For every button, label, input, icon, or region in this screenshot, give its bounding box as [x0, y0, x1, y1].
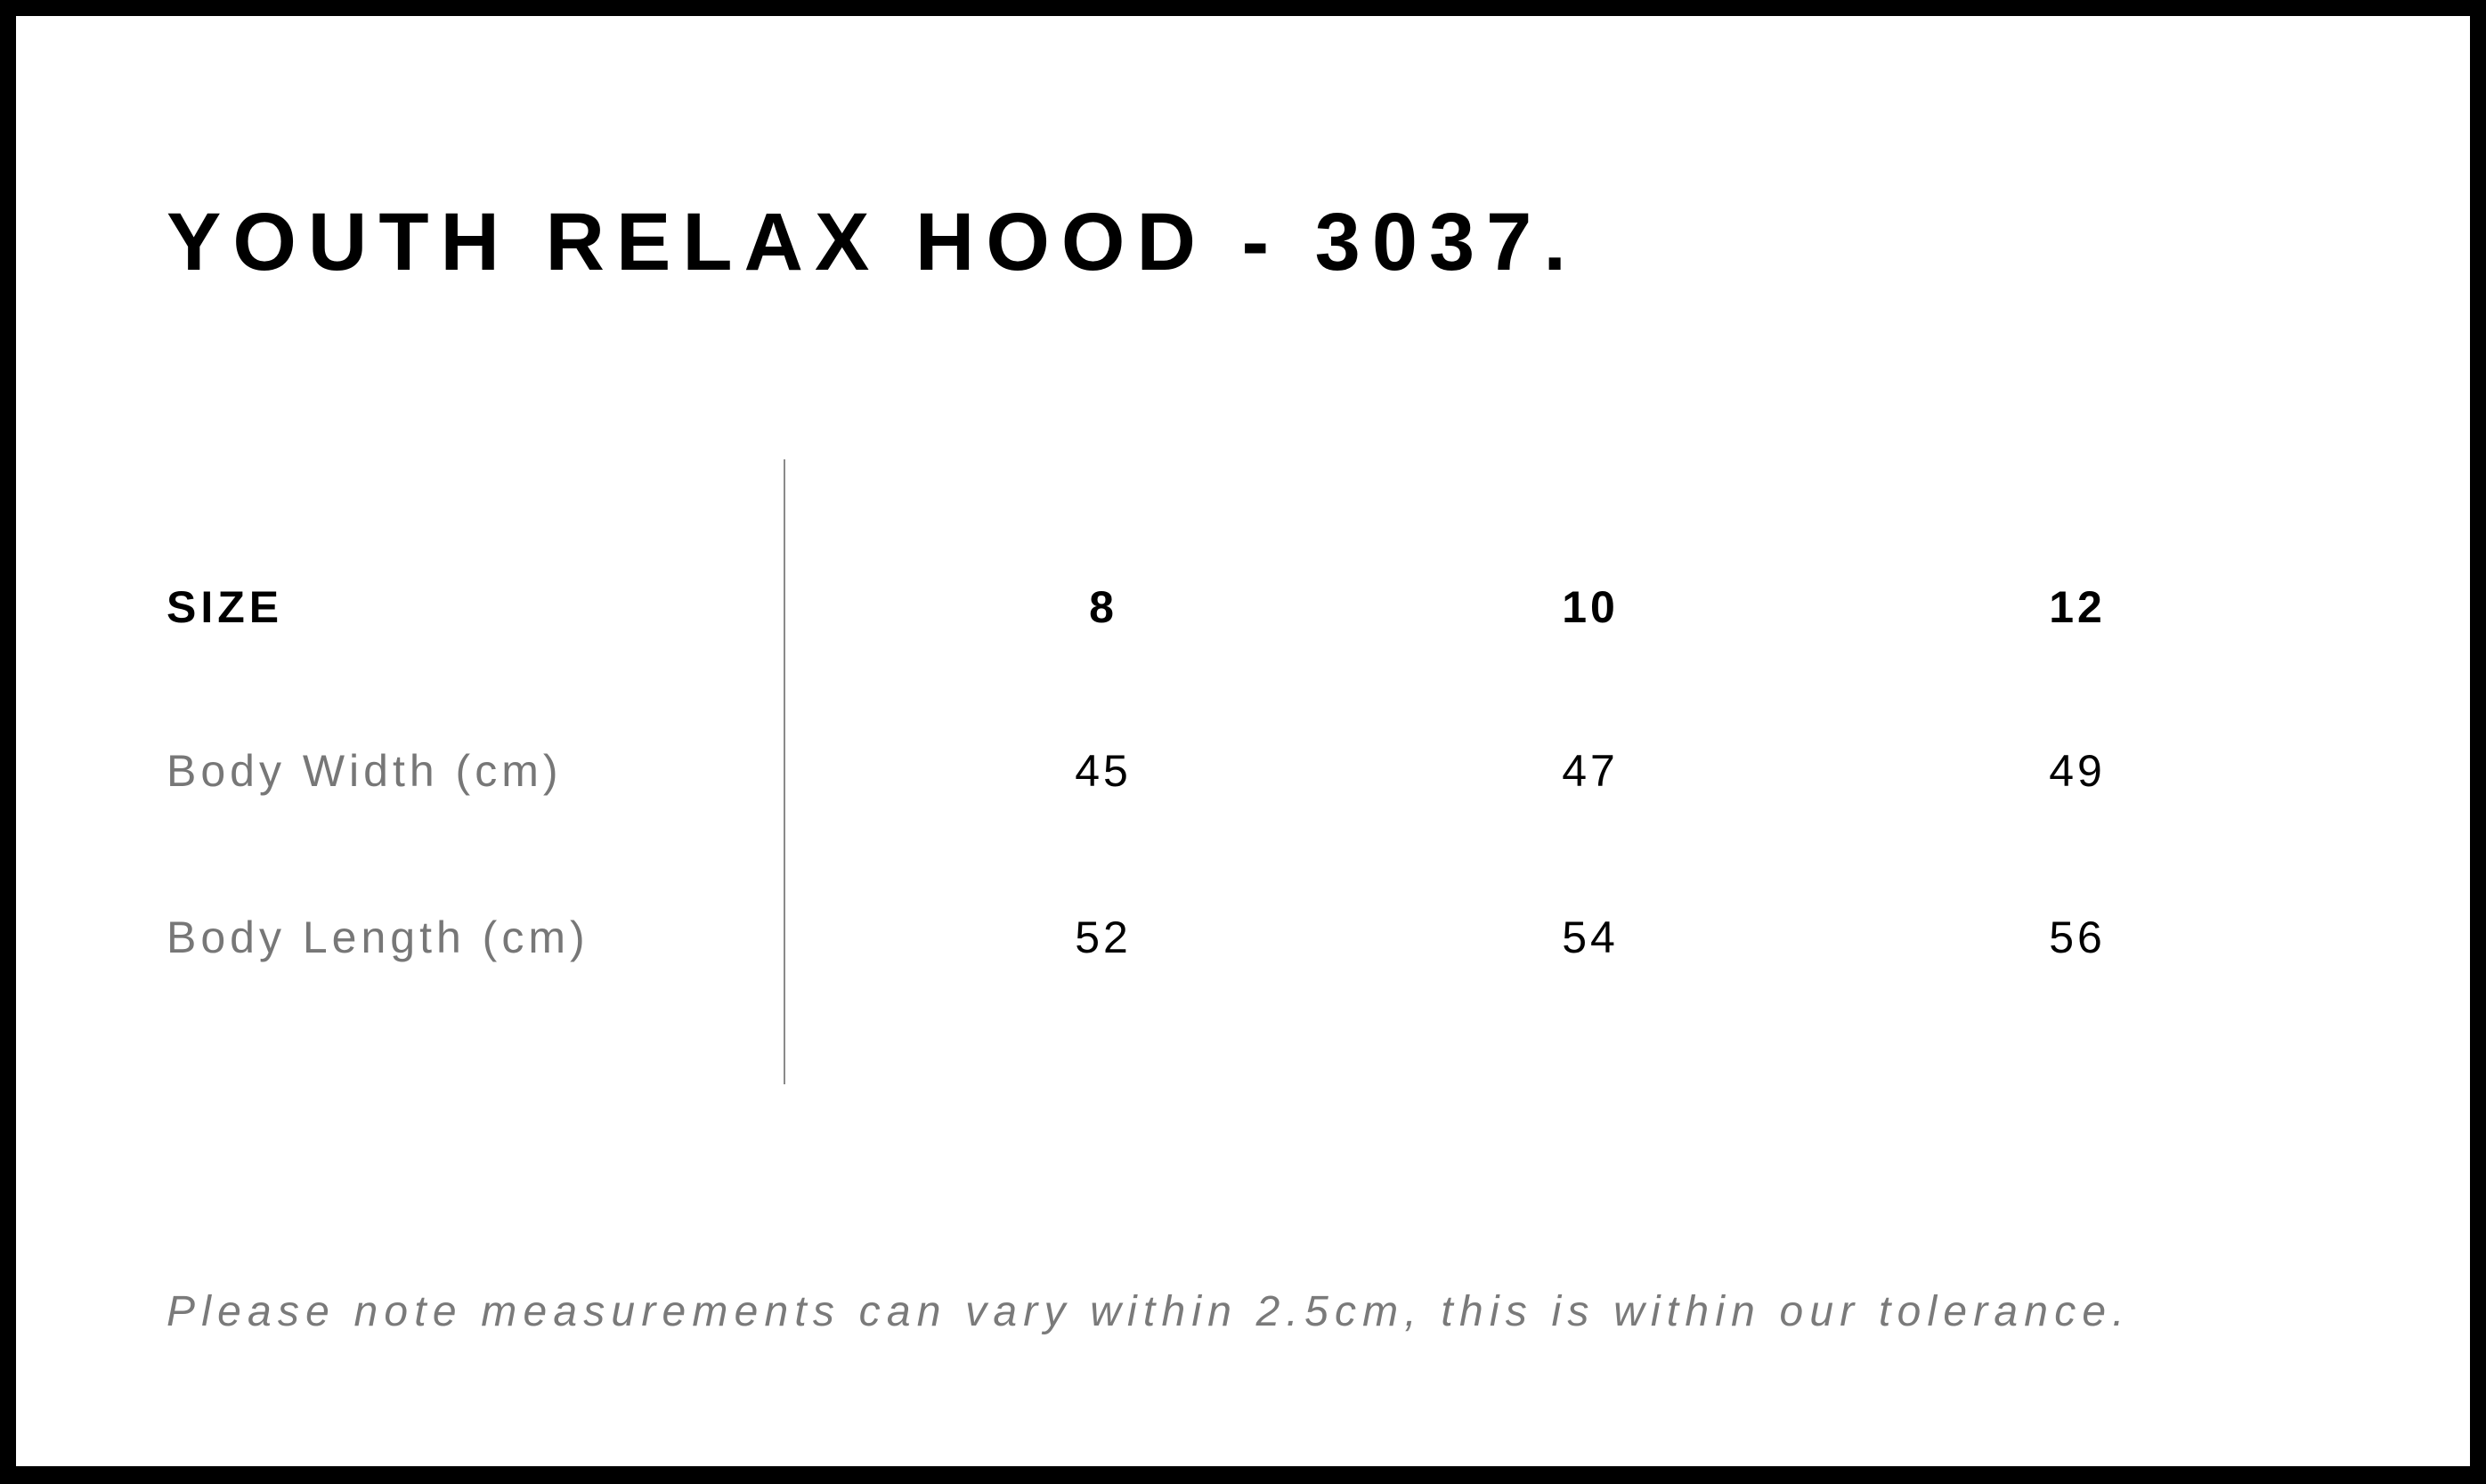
- column-divider: [784, 459, 785, 1084]
- table-cell: 49: [2049, 746, 2106, 796]
- table-row: Body Width (cm) 45 47 49: [16, 744, 2470, 798]
- table-cell: 45: [1075, 746, 1132, 796]
- row-label: Body Width (cm): [167, 746, 563, 796]
- tolerance-note: Please note measurements can vary within…: [167, 1288, 2131, 1335]
- table-cell: 56: [2049, 912, 2106, 962]
- size-chart-card: YOUTH RELAX HOOD - 3037. SIZE 8 10 12 Bo…: [16, 16, 2470, 1466]
- size-header-cell: 12: [2049, 582, 2106, 632]
- table-cell: 52: [1075, 912, 1132, 962]
- row-label: Body Length (cm): [167, 912, 589, 962]
- table-cell: 54: [1562, 912, 1619, 962]
- size-header-label: SIZE: [167, 582, 284, 632]
- table-row: Body Length (cm) 52 54 56: [16, 911, 2470, 964]
- table-cell: 47: [1562, 746, 1619, 796]
- size-header-row: SIZE 8 10 12: [16, 580, 2470, 634]
- size-header-cell: 10: [1562, 582, 1619, 632]
- size-header-cell: 8: [1089, 582, 1117, 632]
- page-title: YOUTH RELAX HOOD - 3037.: [167, 197, 1578, 288]
